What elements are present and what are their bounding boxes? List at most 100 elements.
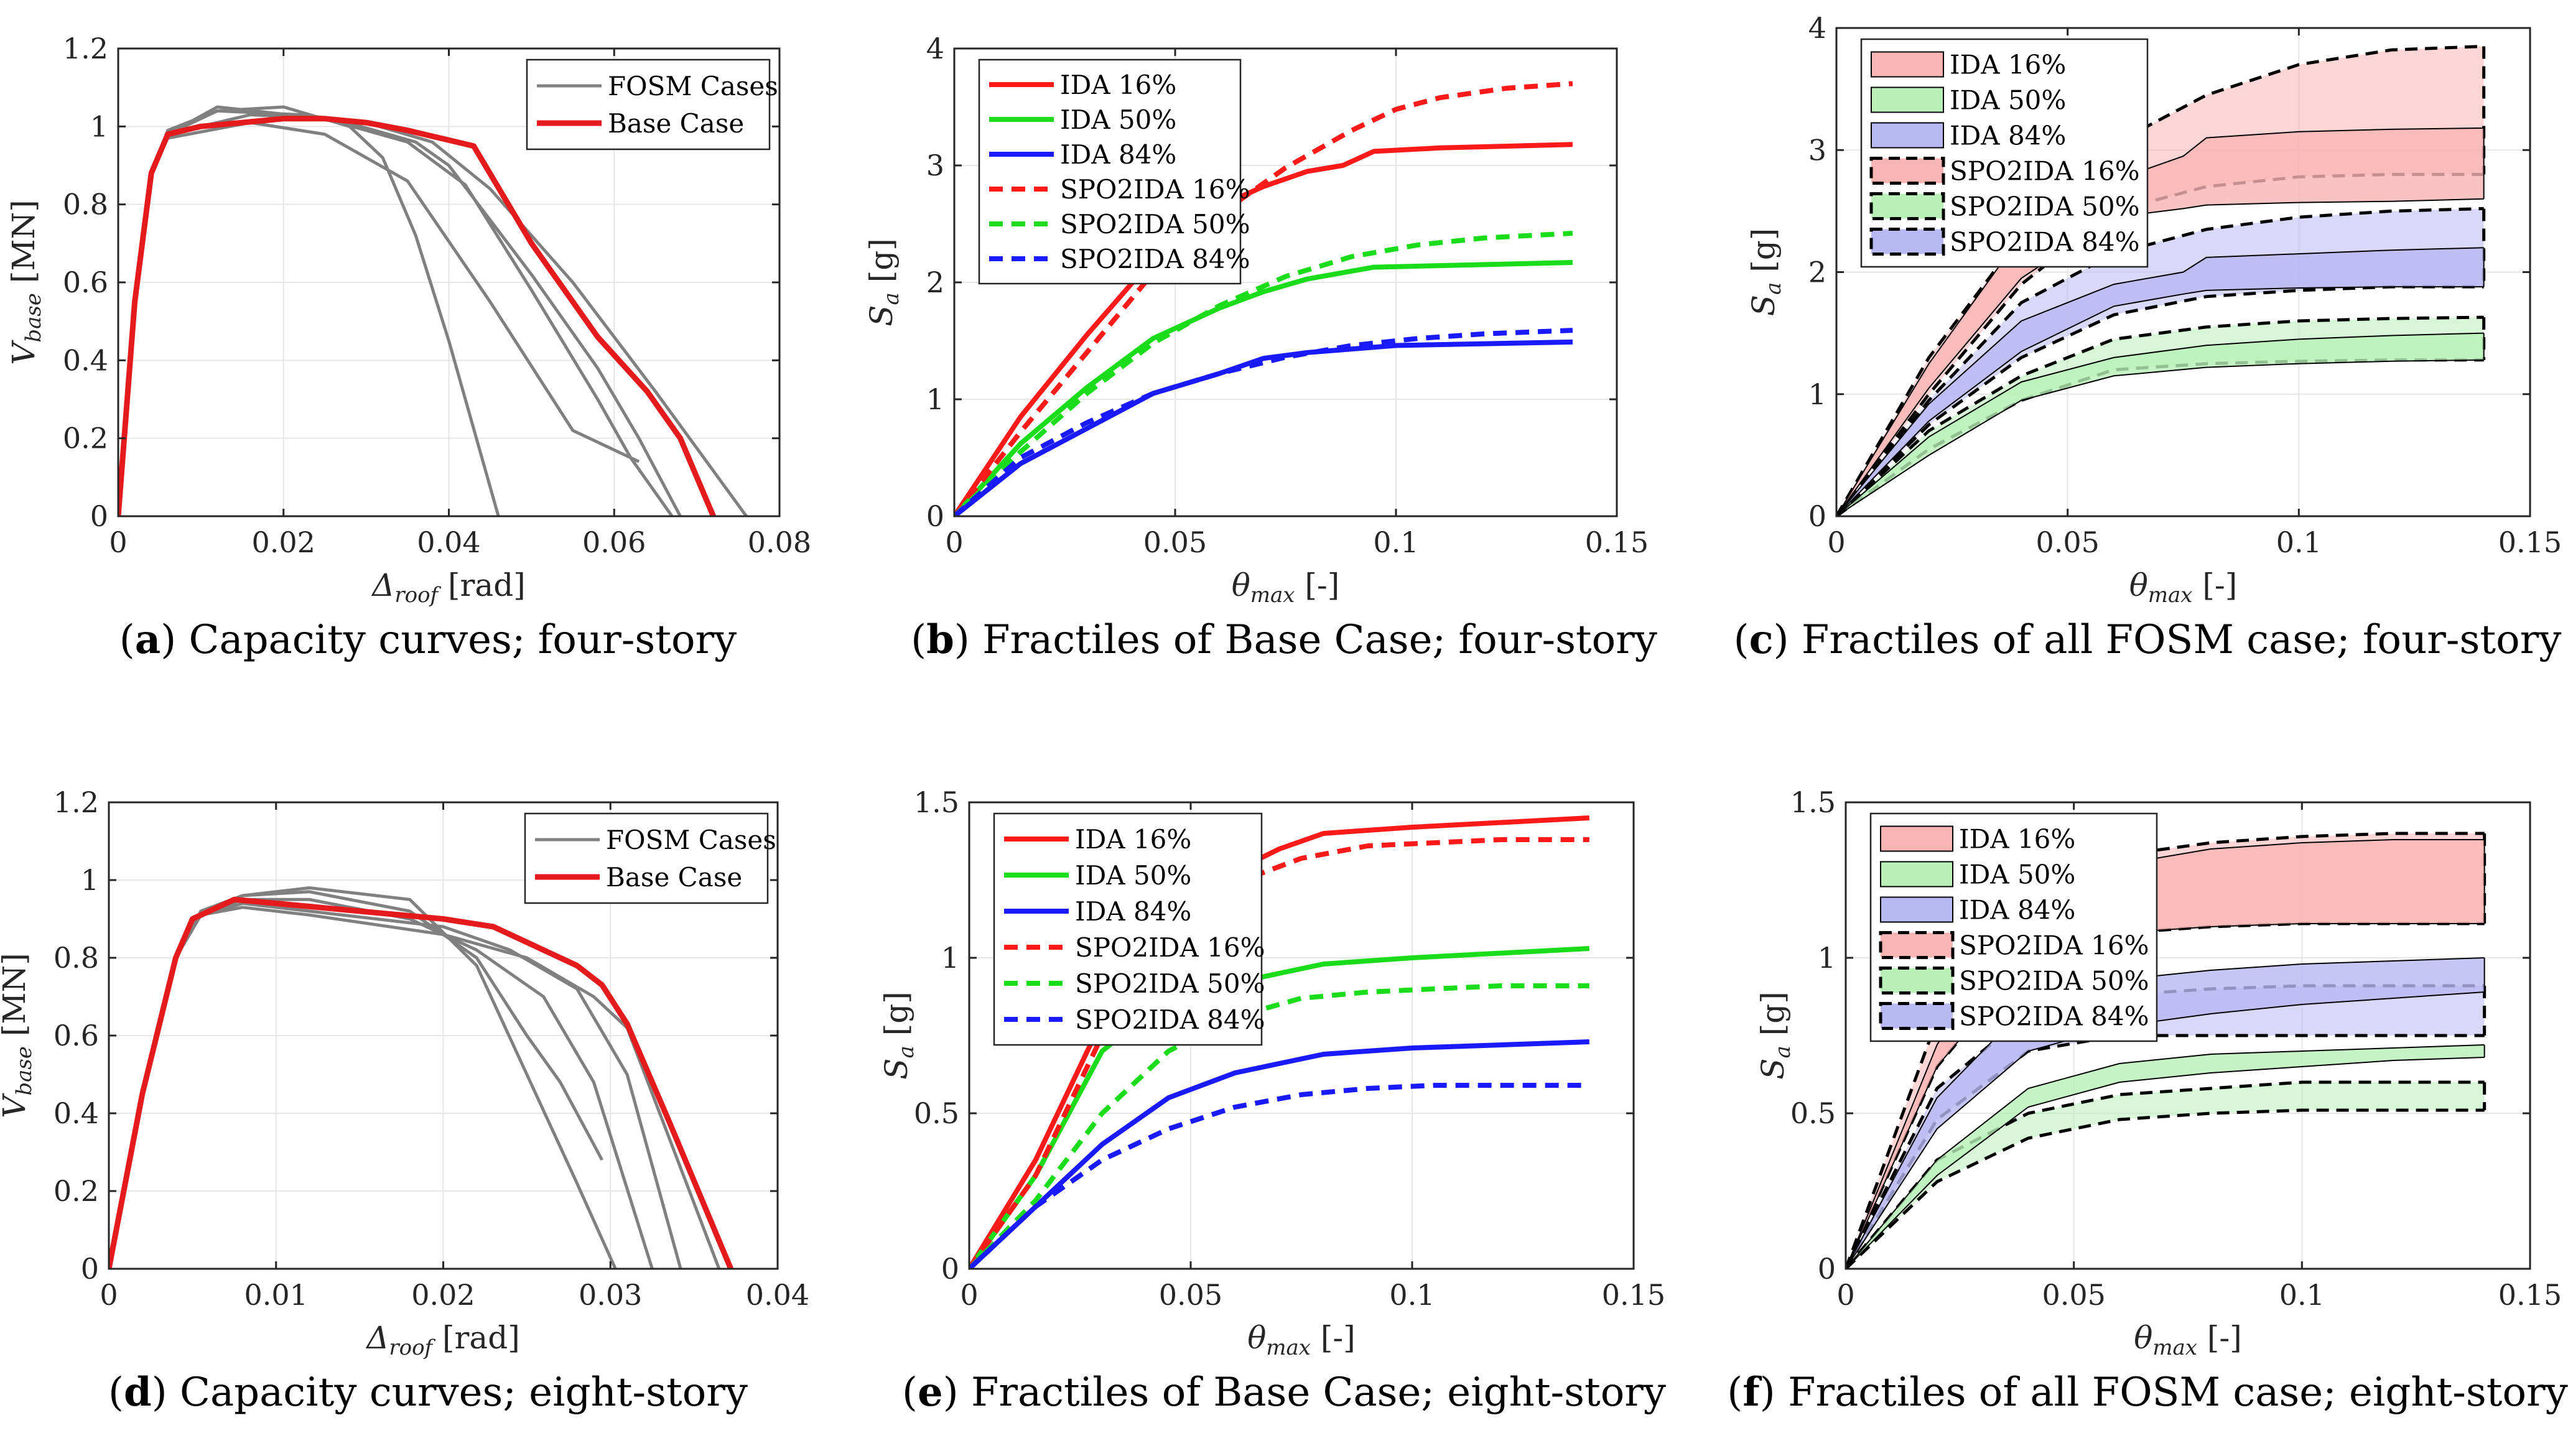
y-tick-label-3: 3 (926, 149, 944, 182)
legend-label-1: IDA 50% (1959, 860, 2075, 890)
legend: IDA 16% IDA 50% IDA 84% SPO2IDA 16% SPO2IDA … (1860, 38, 2149, 268)
y-tick-label-1: 0.5 (1790, 1097, 1836, 1130)
x-axis-label-subscript: max (1250, 583, 1295, 608)
caption-paren-close: ) (1774, 617, 1802, 663)
legend: IDA 16% IDA 50% IDA 84% SPO2IDA 16% SPO2IDA … (978, 58, 1250, 285)
legend-label-5: SPO2IDA 84% (1950, 227, 2139, 257)
x-axis-label: θmax [-] (2134, 1320, 2242, 1360)
band-lower-edge-3 (1836, 286, 2484, 516)
x-tick-label-2: 0.02 (411, 1278, 475, 1312)
x-axis-label: θmax [-] (1247, 1320, 1356, 1360)
y-axis-label-unit: [MN] (0, 953, 32, 1046)
x-axis-label-unit: [rad] (432, 1320, 520, 1356)
panel-caption: (e) Fractiles of Base Case; eight-story (902, 1369, 1666, 1416)
caption-text: Capacity curves; eight-story (180, 1370, 748, 1416)
x-axis-label-unit: [-] (1311, 1320, 1356, 1356)
y-tick-label-1: 1 (1808, 378, 1826, 411)
legend-label-3: SPO2IDA 16% (1959, 930, 2149, 961)
y-axis-label-unit: [g] (863, 238, 900, 292)
x-axis-label-symbol: θ (1232, 567, 1250, 603)
band-4-spo2ida-50- (1846, 1082, 2485, 1269)
legend-label-2: IDA 84% (1060, 139, 1176, 170)
x-tick-label-3: 0.06 (582, 526, 646, 559)
legend-label-2: IDA 84% (1950, 121, 2066, 151)
x-tick-label-3: 0.15 (2498, 1278, 2562, 1312)
y-tick-label-4: 0.8 (54, 941, 99, 975)
x-tick-label-1: 0.05 (1159, 1278, 1222, 1312)
legend: IDA 16% IDA 50% IDA 84% SPO2IDA 16% SPO2IDA … (1869, 812, 2158, 1042)
series-line-0-ida-16- (954, 142, 1573, 516)
y-axis-label: Vbase [MN] (6, 200, 46, 365)
y-tick-label-2: 2 (926, 266, 944, 299)
y-tick-label-3: 0.6 (54, 1019, 99, 1052)
y-axis-label-subscript: a (894, 1046, 919, 1058)
caption-text: Fractiles of Base Case; eight-story (971, 1370, 1666, 1416)
x-axis-label-subscript: max (2148, 583, 2193, 608)
x-tick-label-3: 0.03 (579, 1278, 642, 1312)
caption-letter: c (1749, 616, 1774, 663)
band-lower-edge-2 (1846, 1034, 2485, 1269)
legend-label-0: FOSM Cases (606, 825, 776, 855)
x-tick-label-2: 0.04 (417, 526, 480, 559)
band-lower-edge-3 (1846, 991, 2485, 1269)
legend-label-1: IDA 50% (1075, 860, 1191, 891)
y-tick-label-0: 0 (1808, 499, 1826, 533)
y-tick-label-5: 1 (81, 863, 99, 897)
x-tick-label-0: 0 (960, 1278, 978, 1312)
y-axis-label: Sa [g] (1755, 991, 1795, 1079)
caption-paren-open: ( (902, 1370, 918, 1416)
y-tick-label-3: 1.5 (914, 786, 959, 819)
x-tick-label-1: 0.05 (2035, 526, 2099, 559)
x-axis-label-unit: [-] (2192, 567, 2237, 603)
band-upper-edge-1 (1836, 127, 2484, 516)
caption-letter: b (926, 616, 954, 663)
x-tick-label-1: 0.02 (252, 526, 315, 559)
x-axis-label-symbol: θ (2129, 567, 2148, 603)
x-tick-label-4: 0.08 (748, 526, 811, 559)
band-lower-edge-4 (1846, 1108, 2485, 1269)
x-tick-label-1: 0.05 (2042, 1278, 2105, 1312)
y-axis-label-unit: [g] (1755, 991, 1791, 1046)
y-tick-label-2: 1 (1818, 941, 1836, 975)
y-tick-label-3: 0.6 (63, 266, 108, 299)
data-layer (954, 81, 1573, 516)
y-tick-label-1: 0.5 (914, 1097, 959, 1130)
band-1-ida-16- (1836, 128, 2484, 516)
legend-swatch-0 (1871, 51, 1944, 78)
x-tick-label-3: 0.15 (1585, 526, 1649, 559)
legend-swatch-0 (1880, 825, 1953, 852)
legend-label-2: IDA 84% (1075, 896, 1191, 927)
legend-swatch-2 (1880, 896, 1953, 923)
chart-e-fractiles-base-eight-story: 0 0.05 0.1 0.15 0 0.5 1 1.5 θmax [-] Sa [g] IDA 16… (878, 786, 1666, 1416)
legend-swatch-1 (1880, 861, 1953, 888)
x-tick-label-3: 0.15 (1602, 1278, 1665, 1312)
x-tick-label-0: 0 (1827, 526, 1845, 559)
x-axis-label: θmax [-] (2129, 567, 2238, 608)
legend-label-4: SPO2IDA 50% (1959, 966, 2149, 996)
legend: FOSM Cases Base Case (524, 812, 776, 904)
legend-label-5: SPO2IDA 84% (1959, 1001, 2149, 1032)
y-tick-label-0: 0 (941, 1252, 959, 1286)
data-layer (109, 886, 733, 1269)
legend-label-4: SPO2IDA 50% (1950, 192, 2139, 222)
caption-paren-close: ) (954, 617, 982, 663)
y-tick-label-0: 0 (81, 1252, 99, 1286)
x-tick-label-1: 0.05 (1143, 526, 1207, 559)
y-axis-label-unit: [MN] (6, 200, 42, 293)
caption-paren-close: ) (943, 1370, 971, 1416)
series-line-2-ida-84- (969, 1039, 1589, 1269)
chart-a-capacity-four-story: 0 0.02 0.04 0.06 0.08 0 0.2 0.4 0.6 0.8 1 1.2 Δroof … (6, 32, 811, 663)
y-tick-label-0: 0 (926, 499, 944, 533)
caption-paren-open: ( (1734, 617, 1749, 663)
y-axis-label-symbol: S (1755, 1058, 1791, 1079)
band-upper-edge-5 (1836, 332, 2484, 516)
series-line-4-spo2ida-50- (954, 231, 1573, 516)
x-tick-label-0: 0 (945, 526, 963, 559)
caption-text: Fractiles of Base Case; four-story (982, 617, 1657, 663)
y-tick-label-6: 1.2 (54, 786, 99, 819)
legend-label-3: SPO2IDA 16% (1060, 174, 1250, 205)
band-upper-edge-0 (1836, 44, 2484, 516)
